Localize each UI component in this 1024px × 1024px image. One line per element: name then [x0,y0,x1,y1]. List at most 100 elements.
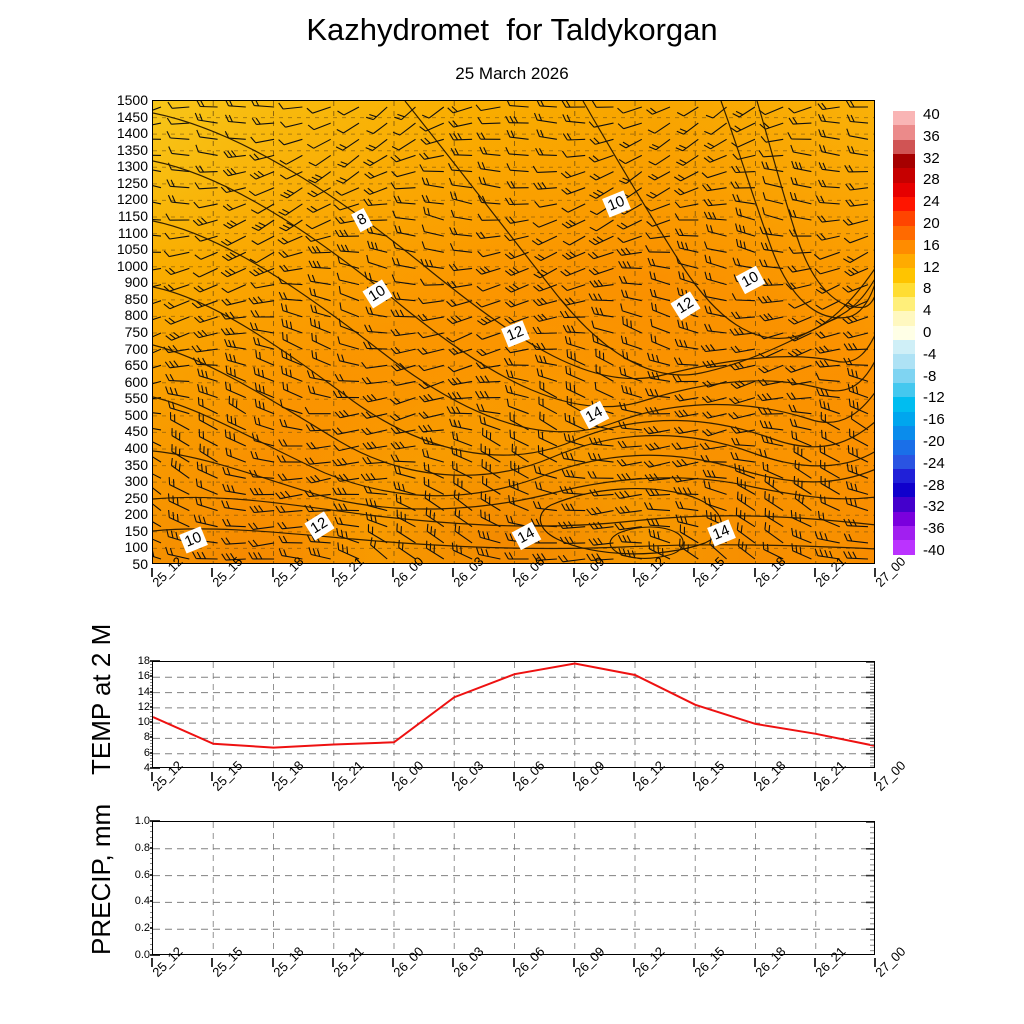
colorbar-segment [893,297,915,312]
colorbar-tick-label: -8 [923,367,937,385]
precip-panel-y-ticks: 0.0 0.2 0.4 0.6 0.8 1.0 [104,816,160,961]
xsection-x-tick-mark [211,568,214,577]
colorbar-segment [893,540,915,555]
precip-x-tick-mark [693,958,696,967]
xsection-x-axis: 25_12 25_15 25_18 25_21 26_00 26_03 26_06 26_09… [149,554,908,612]
xsection-x-tick-mark [271,568,274,577]
precip-x-tick-mark [753,958,756,967]
xsection-y-tick: 150 [124,522,148,539]
xsection-y-tick: 1000 [116,257,148,274]
temp-x-tick-mark [693,772,696,781]
xsection-x-tick-mark [572,568,575,577]
precip-x-tick-mark [633,958,635,967]
temp-y-tick: 4 [143,762,150,774]
colorbar-segment [893,254,915,269]
colorbar-tick-label: 28 [923,171,940,189]
xsection-y-tick: 1400 [116,125,148,142]
xsection-y-tick: 550 [124,390,148,407]
colorbar-tick-label: -40 [923,542,945,559]
xsection-x-tick-mark [693,568,696,577]
xsection-y-tick: 1450 [116,108,148,125]
xsection-x-tick-mark [874,568,876,577]
xsection-y-tick: 600 [124,373,148,390]
colorbar-segment [893,368,915,383]
xsection-y-tick: 1250 [116,174,148,191]
xsection-y-tick: 800 [124,307,148,324]
colorbar-segment [893,225,915,240]
precip-x-tick-mark [512,958,515,967]
temp-x-tick-mark [753,772,756,781]
page-title: Kazhydromet for Taldykorgan [306,12,718,47]
colorbar-tick-label: 0 [923,324,932,341]
precip-plot[interactable] [152,821,875,955]
temp-x-tick-mark [452,772,455,781]
xsection-y-tick: 400 [124,440,148,456]
colorbar-segment [893,111,915,126]
colorbar-tick-label: 8 [923,280,932,298]
colorbar-tick-label: -36 [923,520,945,538]
xsection-x-tick-label: 27_00 [872,553,909,590]
xsection-y-tick: 200 [124,506,148,523]
colorbar-segment [893,468,915,484]
temp-x-tick-mark [151,772,153,781]
colorbar-segment [893,125,915,140]
temp-panel-x-axis: 25_12 25_15 25_18 25_21 26_00 26_03 26_06 26_09… [149,758,908,816]
colorbar-segment [893,139,915,154]
precip-y-tick: 0.8 [134,841,150,854]
xsection-y-tick: 1500 [116,92,148,108]
colorbar-segment [893,454,915,469]
colorbar-tick-label: 4 [923,302,932,320]
precip-y-tick-mark [150,954,160,956]
xsection-y-tick: 1100 [117,224,148,241]
temp-x-tick-mark [512,772,515,781]
colorbar-segment [893,526,915,541]
temp-at-2m-plot[interactable] [152,661,875,768]
colorbar-segment [893,311,915,326]
xsection-y-tick: 450 [124,423,148,440]
xsection-y-tick: 50 [132,556,148,572]
precip-y-tick: 0.6 [134,868,150,881]
colorbar-gradient [893,111,915,555]
precip-y-tick: 0.2 [134,922,150,935]
precip-series-line [153,822,874,954]
temp-y-tick: 8 [143,731,150,744]
precip-x-tick-mark [392,958,394,967]
colorbar-tick-label: 40 [923,106,940,123]
precip-x-tick-mark [874,958,876,967]
colorbar-tick-label: 16 [923,236,940,254]
xsection-y-tick: 1300 [116,158,148,175]
xsection-y-tick: 700 [124,340,148,357]
xsection-y-tick: 1050 [116,241,148,258]
colorbar-tick-label: -16 [923,411,945,429]
temp-series-line [153,662,874,767]
xsection-y-tick: 1350 [116,141,148,158]
temp-x-tick-mark [572,772,575,781]
colorbar-segment [893,239,915,255]
colorbar-segment [893,483,915,498]
xsection-x-tick-mark [633,568,635,577]
xsection-y-axis: 1500 1450 1400 1350 1300 1250 1200 1150 1100 1050… [100,92,148,572]
xsection-y-tick: 1200 [116,191,148,208]
xsection-x-tick-mark [512,568,515,577]
precip-x-tick-mark [151,958,153,967]
temp-x-tick-mark [211,772,214,781]
xsection-x-tick-mark [151,568,153,577]
precip-x-tick-label: 27_00 [872,943,909,980]
colorbar-tick-label: -28 [923,476,945,494]
temp-y-tick: 12 [137,700,150,713]
precip-x-tick-mark [813,958,816,967]
colorbar-tick-label: 24 [923,193,940,211]
colorbar: 40 36 32 28 24 20 16 12 8 4 0 -4 -8 -12 -16 -20 -24 -28 -3… [893,107,983,559]
precip-x-tick-mark [452,958,455,967]
xsection-plot[interactable]: 8 10 10 10 12 12 14 10 12 14 14 [152,100,875,564]
colorbar-tick-label: -24 [923,454,945,472]
colorbar-tick-label: -32 [923,498,945,516]
xsection-y-tick: 300 [124,473,148,490]
precip-x-tick-mark [211,958,214,967]
precip-x-tick-mark [572,958,575,967]
colorbar-tick-label: 36 [923,127,940,145]
temp-y-tick: 16 [137,670,150,683]
xsection-y-tick: 500 [124,406,148,423]
colorbar-segment [893,340,915,355]
temp-x-tick-mark [331,772,334,781]
